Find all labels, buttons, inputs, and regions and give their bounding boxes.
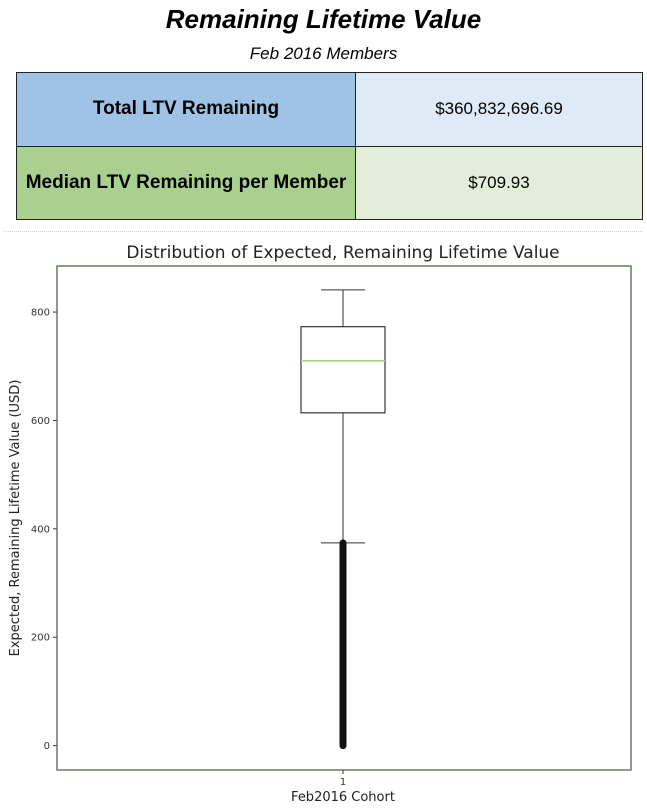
kpi-label-median: Median LTV Remaining per Member — [16, 145, 356, 220]
plot-frame — [56, 265, 632, 771]
box-iqr — [300, 326, 386, 414]
x-tick-label: 1 — [340, 777, 346, 788]
chart-title: Distribution of Expected, Remaining Life… — [126, 243, 559, 263]
y-axis-ticks: 0 200 400 600 800 — [31, 308, 57, 752]
y-axis-label: Expected, Remaining Lifetime Value (USD) — [8, 380, 23, 657]
y-tick-label: 400 — [31, 524, 50, 535]
page-title: Remaining Lifetime Value — [165, 4, 482, 34]
section-divider — [4, 231, 643, 232]
kpi-row-total: Total LTV Remaining $360,832,696.69 — [16, 72, 643, 147]
kpi-label-total: Total LTV Remaining — [16, 72, 356, 147]
kpi-value-median: $709.93 — [355, 145, 643, 220]
x-axis-label: Feb2016 Cohort — [291, 790, 395, 805]
kpi-value-total: $360,832,696.69 — [355, 72, 643, 147]
kpi-row-median: Median LTV Remaining per Member $709.93 — [16, 145, 643, 220]
y-tick-label: 600 — [31, 416, 50, 427]
boxplot-chart: Distribution of Expected, Remaining Life… — [8, 243, 632, 805]
y-tick-label: 200 — [31, 633, 50, 644]
y-tick-label: 800 — [31, 308, 50, 319]
y-tick-label: 0 — [44, 741, 50, 752]
box-group — [300, 289, 386, 544]
page-subtitle: Feb 2016 Members — [249, 44, 398, 63]
kpi-table: Total LTV Remaining $360,832,696.69 Medi… — [16, 72, 643, 220]
